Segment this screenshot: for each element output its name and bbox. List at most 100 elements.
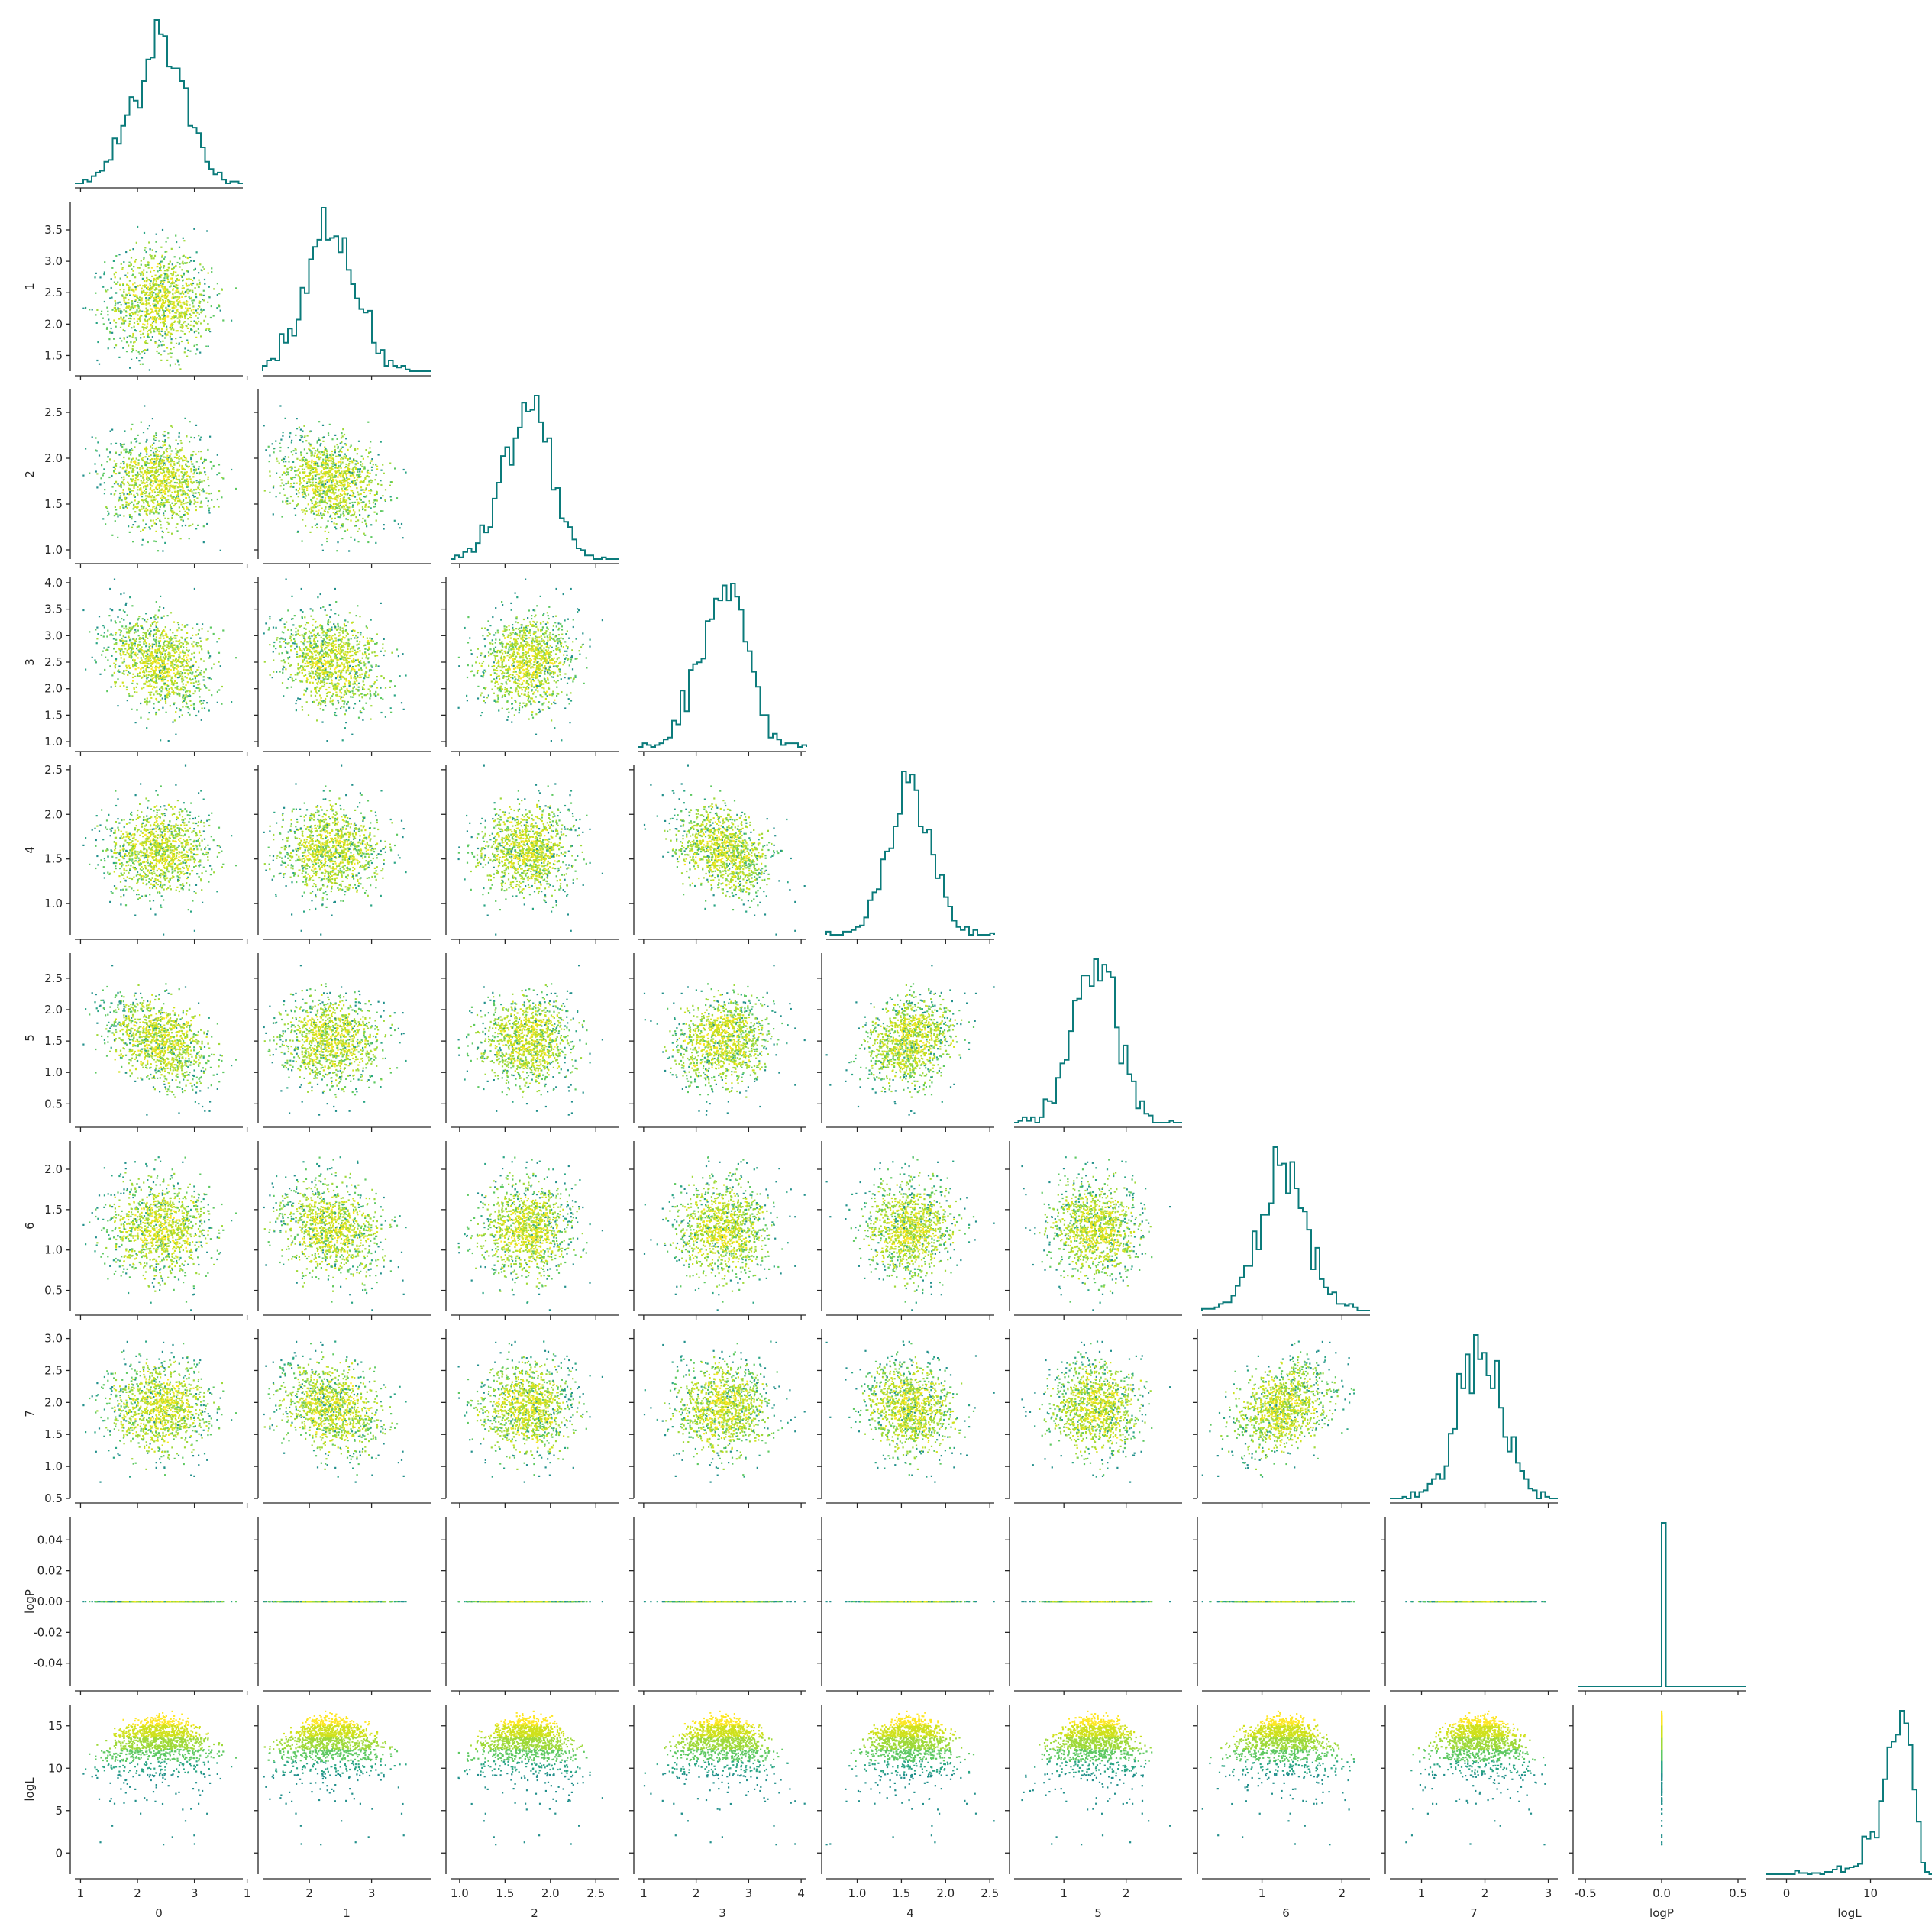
point [173,347,175,348]
point [186,278,188,280]
point [202,266,204,267]
point [153,328,155,329]
point [216,307,218,309]
point [107,289,108,290]
point [170,301,172,302]
point [158,286,160,287]
point [118,318,120,320]
point [170,261,171,263]
point [148,313,150,315]
point [182,276,183,278]
point [210,317,212,318]
point [104,301,105,302]
point [147,323,148,325]
point [166,273,167,274]
point [107,314,108,315]
histogram-0 [75,20,243,183]
point [152,316,153,318]
point [163,265,165,267]
point [170,348,172,350]
point [134,301,136,302]
point [157,347,158,348]
point [135,299,137,301]
point [172,293,173,295]
point [106,307,108,309]
point [142,278,144,280]
point [144,353,145,354]
point [183,302,185,303]
point [117,282,118,283]
point [124,275,126,276]
point [164,270,166,271]
panels: 1.52.02.53.03.511.01.52.02.521.01.52.02.… [23,20,1932,1920]
point [196,312,198,313]
point [152,326,153,328]
point [192,305,194,307]
point [110,322,111,324]
point [148,241,150,243]
scatter-1-0 [82,226,237,371]
point [148,337,150,338]
point [144,249,145,251]
point [177,360,179,362]
point [181,308,183,309]
point [173,271,174,273]
point [164,337,166,338]
point [115,322,117,323]
point [131,268,132,270]
point [203,268,205,270]
point [180,305,182,306]
point [179,337,181,338]
point [198,272,199,273]
point [177,275,179,276]
point [182,288,183,289]
point [125,315,127,316]
point [134,282,135,283]
point [128,318,129,319]
point [163,351,165,352]
point [147,295,148,296]
point [150,312,152,313]
point [191,300,192,302]
point [132,345,134,347]
point [141,300,142,302]
point [201,270,202,271]
point [184,351,186,353]
point [129,321,131,322]
point [128,265,130,267]
point [129,367,131,369]
point [205,329,207,331]
point [217,294,218,296]
point [165,300,166,302]
point [160,299,161,301]
point [151,276,153,277]
point [128,299,129,300]
point [156,318,157,320]
point [111,287,112,289]
point [192,309,194,310]
point [118,357,120,358]
point [202,299,203,300]
point [198,321,199,322]
point [89,309,90,310]
point [140,320,141,322]
point [207,302,208,303]
point [94,276,95,278]
point [144,311,146,312]
point [184,303,186,305]
point [152,303,153,305]
point [132,313,134,315]
point [146,280,147,282]
point [122,296,124,297]
point [175,364,176,365]
point [187,328,189,329]
point [205,315,206,317]
point [111,297,112,299]
point [213,288,215,289]
point [147,343,148,344]
point [131,257,132,258]
point [134,305,136,306]
point [179,247,180,248]
point [200,322,202,324]
